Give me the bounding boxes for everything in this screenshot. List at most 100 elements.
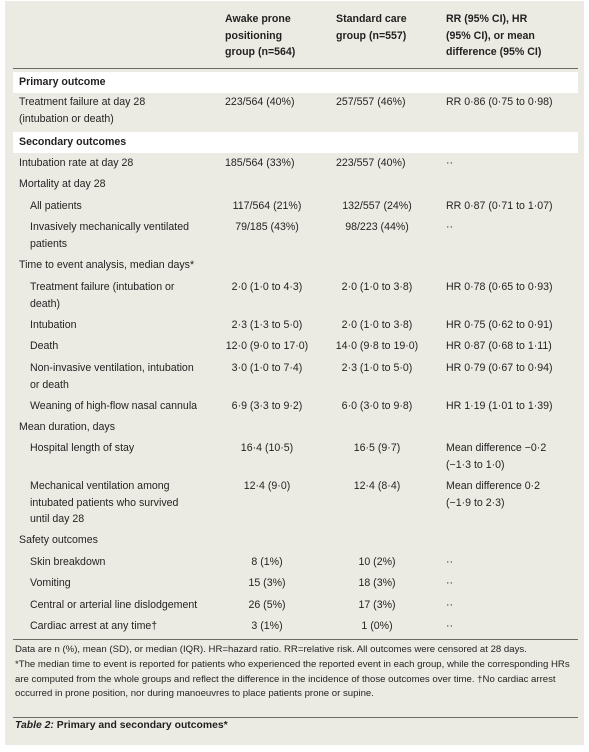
row-label-line: Vomiting — [30, 577, 71, 589]
cell-effect-line: (−1·9 to 2·3) — [446, 496, 505, 509]
header-col3: RR (95% CI), HR (95% CI), or mean differ… — [446, 11, 541, 61]
cell-prone-group: 15 (3%) — [248, 577, 286, 589]
row-label-line: Mean duration, days — [19, 421, 115, 433]
cell-standard-group: 6·0 (3·0 to 9·8) — [341, 400, 413, 412]
cell-standard-group: 257/557 (46%) — [336, 96, 406, 108]
row-label: Weaning of high-flow nasal cannula — [30, 398, 197, 415]
header-col3-line: difference (95% CI) — [446, 46, 542, 58]
header-col1: Awake prone positioning group (n=564) — [225, 11, 295, 61]
cell-prone-group: 16·4 (10·5) — [240, 442, 294, 454]
cell-effect-estimate: ·· — [446, 597, 453, 614]
caption-label: Table 2: — [15, 720, 54, 731]
cell-prone-group: 6·9 (3·3 to 9·2) — [231, 400, 303, 412]
row-label: Invasively mechanically ventilated patien… — [30, 219, 189, 252]
row-label-line: Invasively mechanically ventilated — [30, 221, 189, 233]
cell-standard-group: 16·5 (9·7) — [353, 442, 401, 454]
header-col3-line: RR (95% CI), HR — [446, 13, 528, 25]
cell-effect-estimate: RR 0·87 (0·71 to 1·07) — [446, 198, 553, 215]
row-label: Mortality at day 28 — [19, 176, 106, 193]
cell-effect-estimate: ·· — [446, 618, 453, 635]
row-label: Mean duration, days — [19, 419, 115, 436]
cell-effect-estimate: ·· — [446, 155, 453, 172]
row-label-line: Mortality at day 28 — [19, 178, 106, 190]
row-label: Central or arterial line dislodgement — [30, 597, 197, 614]
row-label: All patients — [30, 198, 82, 215]
cell-effect-estimate: ·· — [446, 554, 453, 571]
table-card: Awake prone positioning group (n=564) St… — [5, 1, 584, 745]
cell-standard-group: 18 (3%) — [358, 577, 396, 589]
row-label-line: Treatment failure (intubation or — [30, 281, 175, 293]
footnote-2: *The median time to event is reported fo… — [15, 659, 570, 700]
cell-effect-estimate: HR 1·19 (1·01 to 1·39) — [446, 398, 553, 415]
cell-effect-line: (−1·3 to 1·0) — [446, 458, 505, 471]
row-label-line: Secondary outcomes — [19, 136, 127, 148]
row-label-line: death) — [30, 297, 61, 310]
cell-standard-group: 2·0 (1·0 to 3·8) — [341, 319, 413, 331]
cell-effect-line: ·· — [446, 620, 454, 632]
row-label-line: Weaning of high-flow nasal cannula — [30, 400, 198, 412]
row-label-line: intubated patients who survived — [30, 496, 179, 509]
row-label-line: patients — [30, 237, 68, 250]
caption-rule — [13, 717, 578, 718]
cell-prone-group: 3 (1%) — [251, 620, 283, 632]
row-label: Intubation rate at day 28 — [19, 155, 133, 172]
header-col2-line: group (n=557) — [336, 29, 407, 42]
cell-standard-group: 10 (2%) — [358, 556, 396, 568]
cell-effect-estimate: HR 0·75 (0·62 to 0·91) — [446, 317, 553, 334]
footnote-1: Data are n (%), mean (SD), or median (IQ… — [15, 644, 527, 655]
cell-effect-line: RR 0·87 (0·71 to 1·07) — [446, 200, 553, 212]
cell-standard-group: 17 (3%) — [358, 599, 396, 611]
row-label-line: Mechanical ventilation among — [30, 480, 170, 492]
cell-effect-line: ·· — [446, 599, 454, 611]
cell-standard-group: 14·0 (9·8 to 19·0) — [335, 340, 419, 352]
row-label: Death — [30, 338, 58, 355]
row-label-line: Time to event analysis, median days* — [19, 259, 195, 271]
row-label-line: Treatment failure at day 28 — [19, 96, 146, 108]
cell-effect-estimate: RR 0·86 (0·75 to 0·98) — [446, 94, 553, 111]
row-label-line: Cardiac arrest at any time† — [30, 620, 158, 632]
section-heading: Primary outcome — [19, 74, 106, 91]
row-label: Treatment failure at day 28 (intubation o… — [19, 94, 145, 127]
row-label: Hospital length of stay — [30, 440, 134, 457]
cell-effect-line: ·· — [446, 221, 454, 233]
row-label: Non-invasive ventilation, intubation or d… — [30, 360, 194, 393]
header-col1-line: group (n=564) — [225, 46, 296, 58]
cell-prone-group: 2·3 (1·3 to 5·0) — [231, 319, 303, 331]
row-label-line: Safety outcomes — [19, 534, 98, 546]
cell-effect-line: HR 0·78 (0·65 to 0·93) — [446, 281, 553, 293]
cell-effect-line: ·· — [446, 577, 454, 589]
cell-effect-line: Mean difference 0·2 — [446, 480, 541, 492]
row-label-line: or death — [30, 378, 69, 391]
header-col2: Standard care group (n=557) — [336, 11, 407, 44]
cell-prone-group: 3·0 (1·0 to 7·4) — [231, 362, 303, 374]
secondary-band — [13, 132, 578, 153]
cell-effect-estimate: ·· — [446, 219, 453, 236]
cell-standard-group: 2·3 (1·0 to 5·0) — [341, 362, 413, 374]
cell-prone-group: 12·4 (9·0) — [243, 480, 291, 492]
cell-prone-group: 117/564 (21%) — [232, 200, 302, 212]
row-label-line: Non-invasive ventilation, intubation — [30, 362, 194, 374]
cell-effect-estimate: HR 0·87 (0·68 to 1·11) — [446, 338, 552, 355]
cell-prone-group: 12·0 (9·0 to 17·0) — [225, 340, 309, 352]
row-label: Cardiac arrest at any time† — [30, 618, 157, 635]
cell-effect-estimate: ·· — [446, 575, 453, 592]
cell-effect-line: ·· — [446, 157, 454, 169]
row-label-line: Primary outcome — [19, 76, 106, 88]
bottom-rule — [13, 639, 578, 640]
cell-standard-group: 2·0 (1·0 to 3·8) — [341, 281, 413, 293]
row-label-line: All patients — [30, 200, 82, 212]
caption-text: Primary and secondary outcomes* — [56, 720, 228, 731]
cell-effect-estimate: Mean difference 0·2 (−1·9 to 2·3) — [446, 478, 540, 511]
cell-effect-line: HR 0·79 (0·67 to 0·94) — [446, 362, 553, 374]
row-label-line: Intubation rate at day 28 — [19, 157, 134, 169]
row-label: Treatment failure (intubation or death) — [30, 279, 174, 312]
row-label: Intubation — [30, 317, 77, 334]
cell-effect-line: ·· — [446, 556, 454, 568]
cell-prone-group: 8 (1%) — [251, 556, 283, 568]
row-label-line: (intubation or death) — [19, 112, 114, 125]
header-col3-line: (95% CI), or mean — [446, 29, 535, 42]
row-label-line: Death — [30, 340, 59, 352]
cell-prone-group: 2·0 (1·0 to 4·3) — [231, 281, 303, 293]
row-label: Mechanical ventilation among intubated pa… — [30, 478, 178, 528]
cell-effect-estimate: HR 0·79 (0·67 to 0·94) — [446, 360, 553, 377]
